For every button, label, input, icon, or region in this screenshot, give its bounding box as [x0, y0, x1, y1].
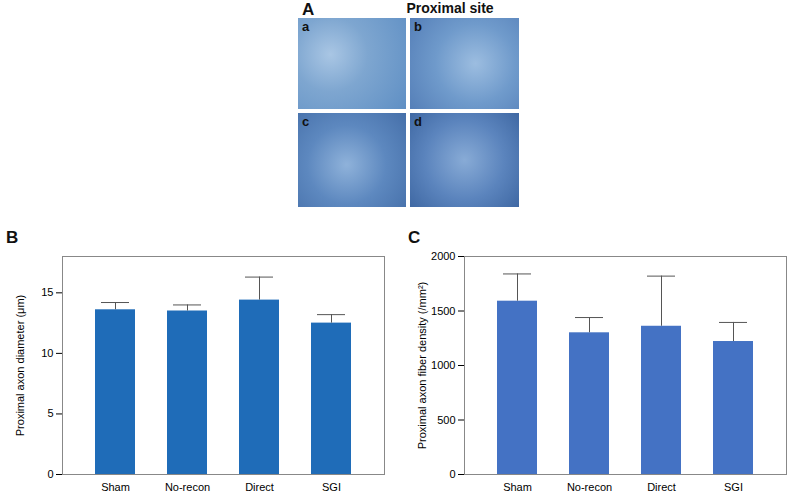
- svg-text:5: 5: [47, 407, 53, 419]
- html-text:A: A: [302, 0, 315, 19]
- svg-text:Proximal axon fiber density (/: Proximal axon fiber density (/mm²): [416, 282, 428, 450]
- svg-text:15: 15: [41, 286, 53, 298]
- svg-text:No-recon: No-recon: [567, 481, 612, 493]
- svg-text:No-recon: No-recon: [165, 481, 210, 493]
- html-text:Proximal site: Proximal site: [406, 0, 494, 16]
- svg-text:Direct: Direct: [245, 481, 274, 493]
- html-text:C: C: [408, 228, 421, 247]
- svg-text:Sham: Sham: [101, 481, 130, 493]
- svg-text:0: 0: [449, 468, 455, 480]
- svg-text:1000: 1000: [431, 359, 455, 371]
- html-text:B: B: [6, 228, 19, 247]
- html-text:a: a: [302, 19, 310, 34]
- svg-text:2000: 2000: [431, 250, 455, 262]
- svg-text:Proximal axon diameter (μm): Proximal axon diameter (μm): [14, 295, 26, 436]
- svg-text:1500: 1500: [431, 305, 455, 317]
- svg-text:SGI: SGI: [724, 481, 743, 493]
- svg-text:500: 500: [437, 414, 455, 426]
- svg-text:Sham: Sham: [503, 481, 532, 493]
- svg-text:SGI: SGI: [322, 481, 341, 493]
- html-text:b: b: [414, 19, 422, 34]
- html-text:c: c: [302, 114, 310, 129]
- svg-text:Direct: Direct: [647, 481, 676, 493]
- html-text:d: d: [414, 114, 422, 129]
- svg-text:0: 0: [47, 468, 53, 480]
- svg-text:10: 10: [41, 347, 53, 359]
